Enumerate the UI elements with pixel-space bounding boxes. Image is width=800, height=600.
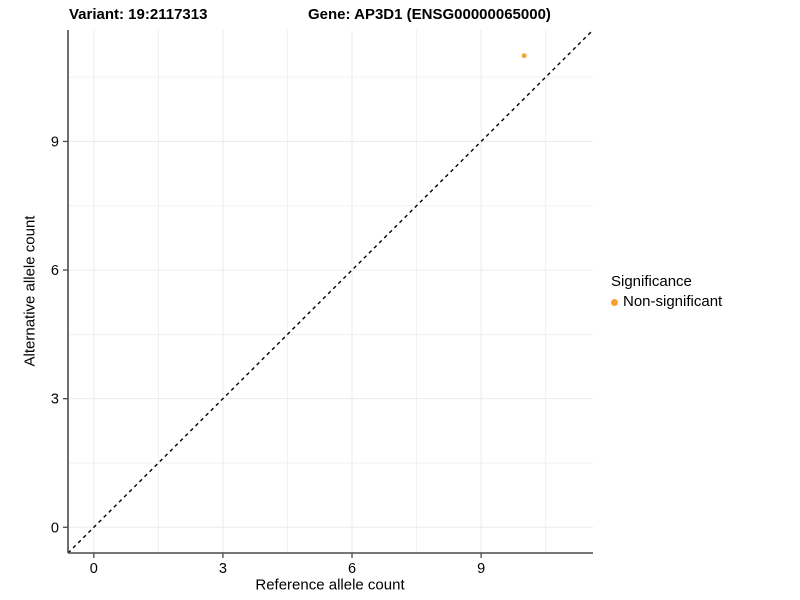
y-tick-label: 9	[51, 134, 59, 150]
legend: Significance Non-significant	[611, 272, 722, 311]
identity-line	[67, 29, 594, 554]
y-tick-label: 3	[51, 392, 59, 408]
legend-title: Significance	[611, 273, 692, 290]
y-axis-title: Alternative allele count	[21, 215, 39, 367]
legend-item-label: Non-significant	[623, 293, 723, 310]
x-tick-label: 3	[219, 561, 227, 577]
x-tick-label: 0	[90, 561, 98, 577]
legend-point-icon	[611, 298, 618, 306]
plot-title-variant: Variant: 19:2117313	[69, 6, 208, 23]
x-axis-title: Reference allele count	[255, 576, 405, 594]
y-tick-label: 6	[51, 263, 59, 279]
data-point	[521, 53, 527, 59]
x-tick-label: 9	[477, 561, 485, 577]
y-tick-label: 0	[51, 520, 59, 536]
plot-title-gene: Gene: AP3D1 (ENSG00000065000)	[308, 6, 551, 23]
legend-item: Non-significant	[611, 293, 722, 311]
x-tick-label: 6	[348, 561, 356, 577]
